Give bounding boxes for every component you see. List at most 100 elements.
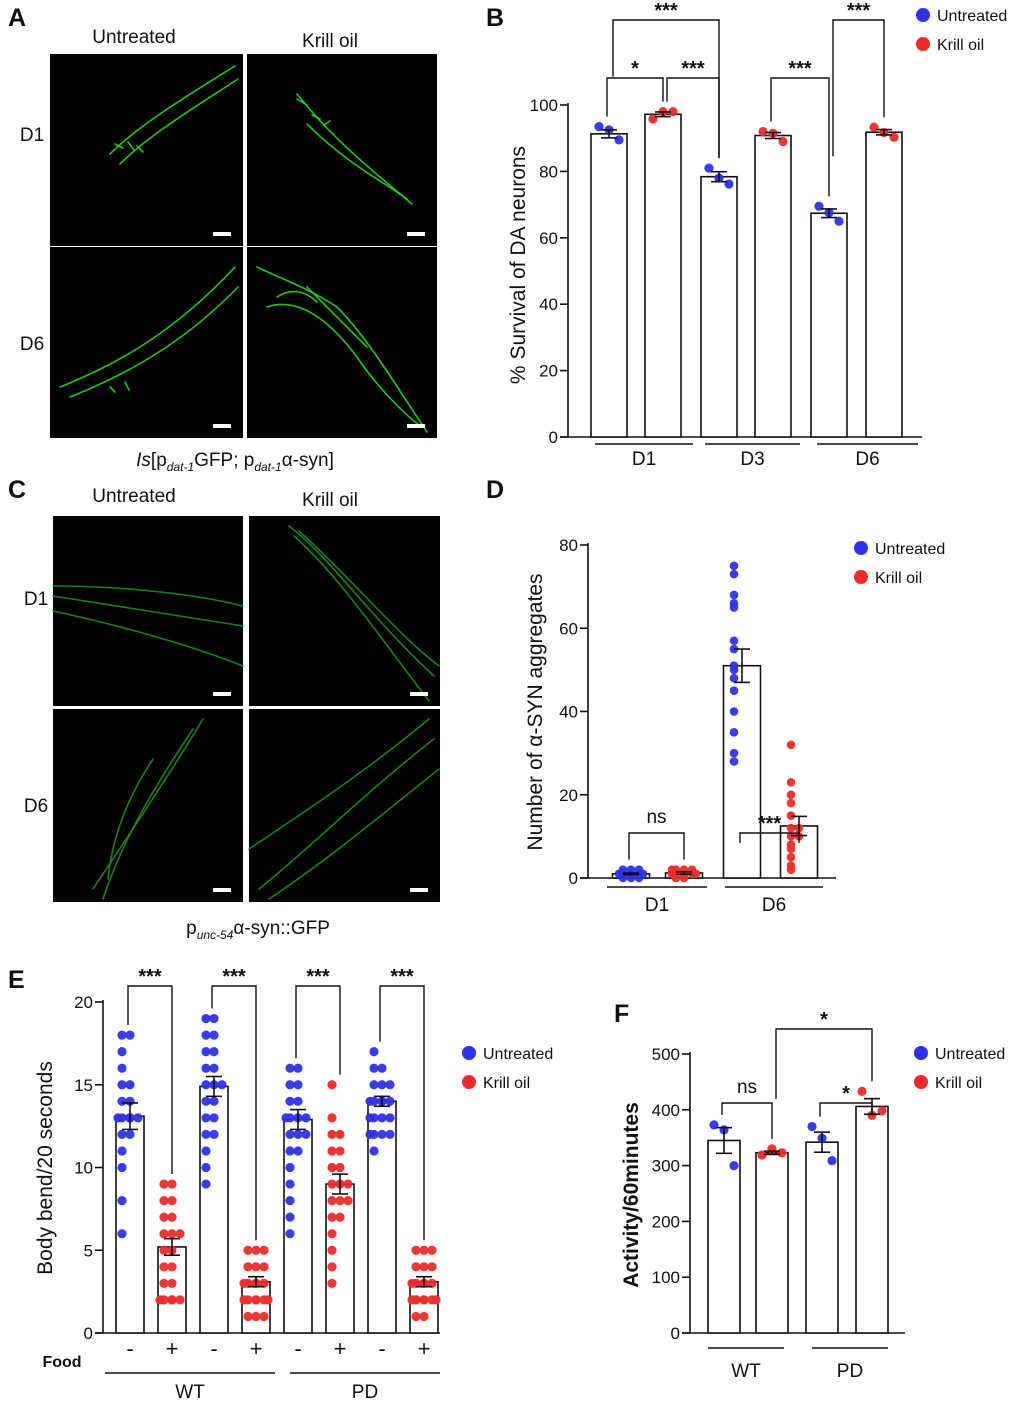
micrograph-a-d1-krill [247, 54, 437, 246]
data-point [634, 865, 644, 874]
legend-krill-marker [462, 1075, 476, 1089]
bar [810, 212, 848, 438]
y-axis-title: Number of α-SYN aggregates [524, 573, 547, 850]
data-point [159, 1196, 169, 1206]
data-point [786, 740, 796, 750]
y-axis-title: Activity/60minutes [620, 1102, 643, 1288]
bar [755, 1151, 789, 1334]
food-label: + [250, 1336, 263, 1361]
data-point [167, 1262, 177, 1272]
panel-c-row-d1: D1 [24, 589, 48, 610]
bar [157, 1246, 187, 1334]
data-point [889, 132, 899, 142]
worm-outline [266, 303, 423, 428]
worm-outline [248, 718, 430, 850]
data-point [251, 1262, 261, 1272]
data-point [369, 1080, 379, 1090]
bar [855, 1105, 889, 1334]
significance-bracket [770, 77, 830, 197]
significance-label: *** [222, 966, 246, 988]
data-point [117, 1080, 127, 1090]
data-point [691, 869, 701, 879]
legend-untreated-marker [854, 541, 868, 555]
data-point [327, 1179, 337, 1189]
data-point [407, 1278, 417, 1288]
data-point [385, 1129, 395, 1139]
data-point [209, 1129, 219, 1139]
data-point [217, 1080, 227, 1090]
worm-outline [306, 286, 368, 348]
data-point [167, 1212, 177, 1222]
data-point [285, 1212, 295, 1222]
panel-c-caption: punc-54α-syn::GFP [186, 918, 330, 942]
micrograph-c-d6-untreated [53, 709, 243, 902]
data-point [259, 1311, 269, 1322]
data-point [201, 1047, 211, 1057]
significance-bracket [628, 832, 685, 860]
significance-bracket [739, 832, 800, 843]
significance-bracket [775, 1028, 873, 1099]
data-point [729, 707, 739, 716]
data-point [285, 1179, 295, 1189]
data-point [777, 1148, 787, 1158]
significance-label: ns [737, 1077, 757, 1098]
worm-outline [298, 530, 440, 667]
food-label: - [294, 1336, 301, 1361]
worm-outline [52, 595, 244, 627]
data-point [159, 1179, 169, 1189]
data-point [834, 216, 844, 226]
data-point [369, 1047, 379, 1057]
data-point [201, 1096, 211, 1106]
data-point [201, 1030, 211, 1040]
data-point [327, 1162, 337, 1173]
data-point [729, 748, 739, 758]
significance-bracket [819, 1102, 873, 1117]
data-point [293, 1096, 303, 1106]
y-tick-label: 40 [559, 703, 578, 722]
data-point [301, 1129, 311, 1139]
data-point [618, 869, 628, 879]
data-point [786, 852, 796, 862]
data-point [293, 1063, 303, 1073]
y-tick-label: 0 [569, 869, 578, 888]
panel-c-col-untreated: Untreated [92, 486, 175, 507]
scale-bar [407, 232, 425, 236]
data-point [668, 107, 678, 117]
data-point [411, 1295, 421, 1305]
group-label: WT [175, 1382, 205, 1403]
data-point [427, 1245, 437, 1255]
data-point [786, 790, 796, 800]
data-point [807, 1121, 817, 1132]
data-point [117, 1162, 127, 1173]
legend-krill-label: Krill oil [937, 37, 984, 54]
group-label: WT [731, 1361, 761, 1382]
scale-bar [410, 692, 428, 696]
data-point [385, 1080, 395, 1090]
data-point [327, 1196, 337, 1206]
micrograph-c-d1-untreated [52, 516, 244, 706]
data-point [729, 561, 739, 571]
legend-untreated-marker [462, 1046, 476, 1060]
y-tick-label: 20 [74, 993, 93, 1012]
data-point [239, 1295, 249, 1305]
y-tick-label: 60 [559, 619, 578, 638]
data-point [724, 179, 734, 189]
significance-label: *** [390, 966, 414, 988]
data-point [201, 1129, 211, 1139]
bar [644, 113, 682, 438]
food-row-title: Food [42, 1354, 81, 1371]
data-point [209, 1047, 219, 1057]
legend-krill-marker [916, 37, 930, 51]
chart-panel-d: 0 20 40 60 80 Number of α-SYN aggregates D1 D6 n… [524, 536, 945, 916]
data-point [251, 1311, 261, 1322]
legend-krill-marker [914, 1075, 928, 1089]
chart-panel-e: 0 5 10 15 20 Body bend/20 seconds - + - + - + - + Food… [34, 966, 553, 1403]
data-point [285, 1229, 295, 1239]
bar [241, 1280, 271, 1334]
worm-outline [306, 123, 408, 200]
data-point [419, 1262, 429, 1272]
data-point [758, 126, 768, 137]
data-point [251, 1245, 261, 1255]
data-point [159, 1212, 169, 1222]
